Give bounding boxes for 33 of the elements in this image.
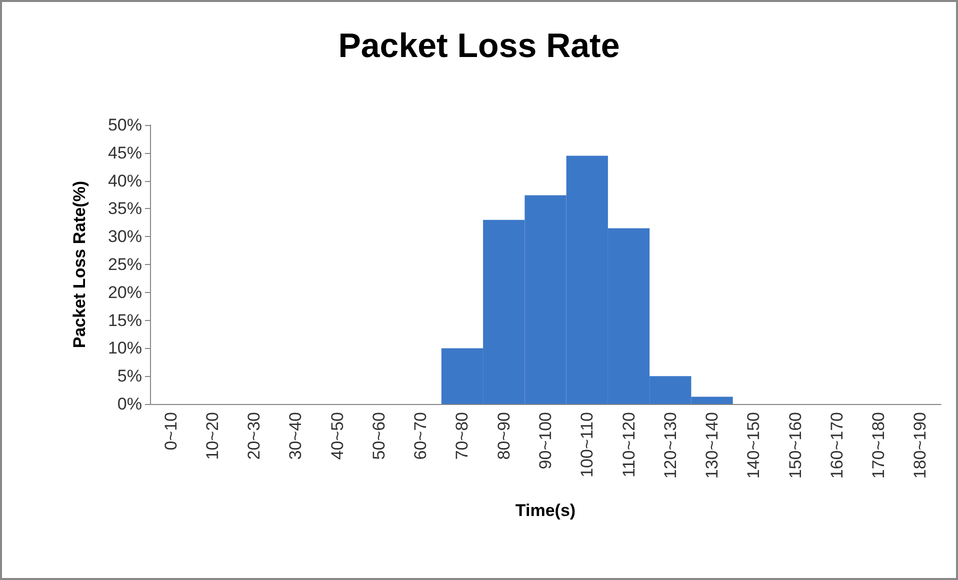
x-tick-label: 0~10 (161, 412, 180, 450)
x-tick-label: 180~190 (910, 412, 930, 479)
y-tick-label: 0% (117, 394, 142, 414)
y-tick-label: 45% (108, 143, 142, 162)
x-tick-label: 20~30 (244, 412, 264, 460)
x-tick-label: 100~110 (578, 412, 597, 478)
x-tick-label: 130~140 (702, 412, 722, 479)
y-tick-label: 15% (108, 310, 142, 330)
y-tick-label: 40% (108, 171, 142, 190)
x-tick-label: 60~70 (411, 412, 430, 460)
x-tick-label: 120~130 (660, 412, 680, 479)
x-tick-label: 30~40 (286, 412, 306, 460)
x-tick-label: 70~80 (452, 412, 472, 460)
x-tick-label: 40~50 (328, 412, 347, 460)
x-tick-label: 90~100 (536, 412, 555, 470)
x-axis-title: Time(s) (515, 501, 576, 520)
y-tick-label: 25% (108, 255, 142, 274)
y-axis-title: Packet Loss Rate(%) (70, 180, 89, 348)
y-tick-label: 35% (108, 199, 142, 218)
y-tick-label: 5% (117, 366, 142, 386)
x-tick-label: 50~60 (369, 412, 388, 460)
y-tick-label: 10% (108, 338, 142, 358)
x-tick-label: 170~180 (869, 412, 888, 479)
y-tick-label: 30% (108, 227, 142, 246)
x-tick-label: 140~150 (744, 412, 764, 479)
x-tick-label: 150~160 (786, 412, 805, 479)
x-tick-label: 10~20 (202, 412, 222, 460)
chart-title: Packet Loss Rate (338, 27, 620, 65)
x-tick-label: 80~90 (494, 412, 514, 460)
x-tick-label: 110~120 (619, 412, 638, 478)
x-tick-label: 160~170 (827, 412, 846, 479)
y-tick-label: 50% (108, 116, 142, 134)
y-tick-label: 20% (108, 282, 142, 302)
